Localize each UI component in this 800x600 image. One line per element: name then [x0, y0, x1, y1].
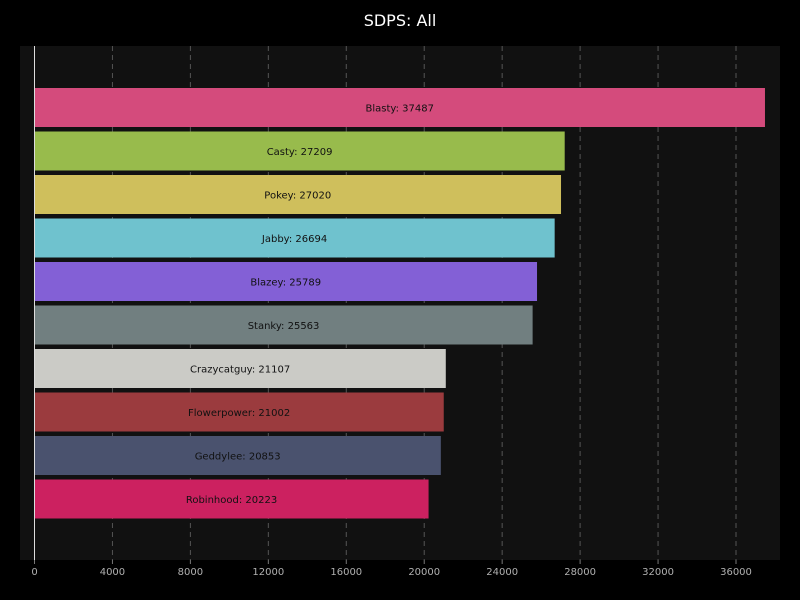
bar-label: Crazycatguy: 21107 [190, 365, 290, 376]
bar-casty [34, 131, 565, 171]
bar-label: Geddylee: 20853 [195, 452, 281, 463]
bar-flowerpower [34, 392, 444, 432]
x-tick-label: 16000 [330, 567, 362, 578]
bar-geddylee [34, 436, 441, 475]
bar-robinhood [34, 479, 429, 519]
x-tick-label: 36000 [720, 567, 752, 578]
x-tick-label: 4000 [100, 567, 125, 578]
bar-stanky [34, 305, 533, 345]
bar-blasty [34, 88, 765, 127]
bar-crazycatguy [34, 349, 446, 388]
bar-pokey [34, 175, 562, 214]
x-tick-label: 24000 [486, 567, 518, 578]
x-axis-ticks: 0 4000 8000 12000 16000 20000 24000 28000 32000 3… [31, 560, 752, 578]
x-tick-label: 12000 [252, 567, 284, 578]
chart-title: SDPS: All [364, 11, 437, 30]
bars: Blasty: 37487 Casty: 27209 Pokey: 27020 Jab… [34, 88, 765, 519]
x-tick-label: 0 [31, 567, 37, 578]
bar-label: Stanky: 25563 [248, 321, 320, 332]
bar-label: Blasty: 37487 [366, 104, 434, 115]
bar-label: Flowerpower: 21002 [188, 408, 290, 419]
bar-label: Robinhood: 20223 [186, 495, 277, 506]
x-tick-label: 8000 [178, 567, 203, 578]
bar-label: Blazey: 25789 [250, 278, 321, 289]
bar-label: Jabby: 26694 [261, 234, 327, 245]
x-tick-label: 28000 [564, 567, 596, 578]
bar-blazey [34, 262, 538, 301]
x-tick-label: 32000 [642, 567, 674, 578]
x-tick-label: 20000 [408, 567, 440, 578]
bar-label: Pokey: 27020 [264, 191, 331, 202]
bar-label: Casty: 27209 [267, 147, 333, 158]
bar-jabby [34, 218, 555, 258]
